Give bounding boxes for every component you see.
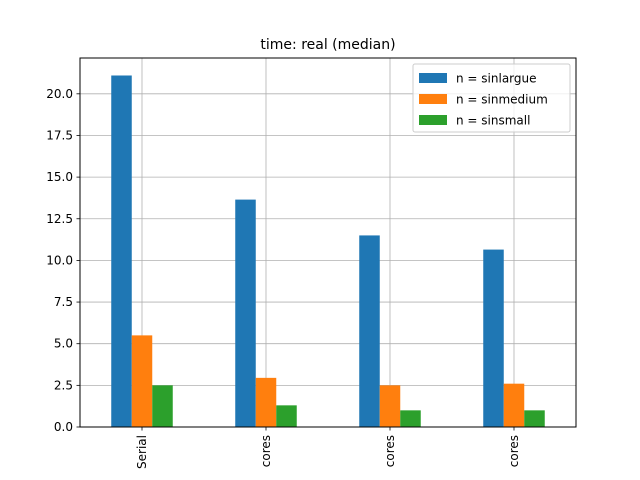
- bar: [503, 383, 525, 427]
- y-tick-label: 2.5: [54, 378, 73, 392]
- bar: [359, 235, 380, 427]
- bar: [111, 75, 132, 427]
- y-tick-label: 17.5: [46, 128, 73, 142]
- plot-frame: [79, 57, 577, 428]
- y-tick-label: 12.5: [46, 212, 73, 226]
- legend-label: n = sinsmall: [456, 114, 530, 128]
- x-tick-label: cores: [259, 435, 273, 467]
- chart-title: time: real (median): [260, 37, 395, 53]
- bar: [235, 199, 256, 427]
- legend-label: n = sinmedium: [456, 93, 548, 107]
- y-tick-label: 20.0: [46, 87, 73, 101]
- bars: [111, 75, 545, 427]
- bar: [524, 410, 545, 427]
- legend: n = sinlargue n = sinmedium n = sinsmall: [412, 63, 571, 133]
- bar: [131, 335, 153, 427]
- x-axis: Serial cores cores cores: [135, 427, 521, 469]
- bar: [255, 377, 277, 427]
- legend-swatch: [419, 94, 447, 104]
- x-tick-label: Serial: [135, 435, 149, 469]
- y-axis: 0.0 2.5 5.0 7.5 10.0 12.5 15.0 17.5 20.0: [46, 87, 80, 434]
- legend-swatch: [419, 115, 447, 125]
- x-tick-label: cores: [383, 435, 397, 467]
- bar: [152, 385, 173, 427]
- legend-swatch: [419, 73, 447, 83]
- bar: [483, 249, 504, 427]
- x-tick-label: cores: [507, 435, 521, 467]
- y-tick-label: 7.5: [54, 295, 73, 309]
- bar: [379, 385, 401, 427]
- grid-lines: [80, 58, 576, 428]
- y-tick-label: 10.0: [46, 253, 73, 267]
- legend-label: n = sinlargue: [456, 72, 537, 86]
- bar: [400, 410, 421, 427]
- y-tick-label: 5.0: [54, 337, 73, 351]
- legend-box: [412, 63, 571, 133]
- bar: [276, 405, 297, 427]
- y-tick-label: 0.0: [54, 420, 73, 434]
- y-tick-label: 15.0: [46, 170, 73, 184]
